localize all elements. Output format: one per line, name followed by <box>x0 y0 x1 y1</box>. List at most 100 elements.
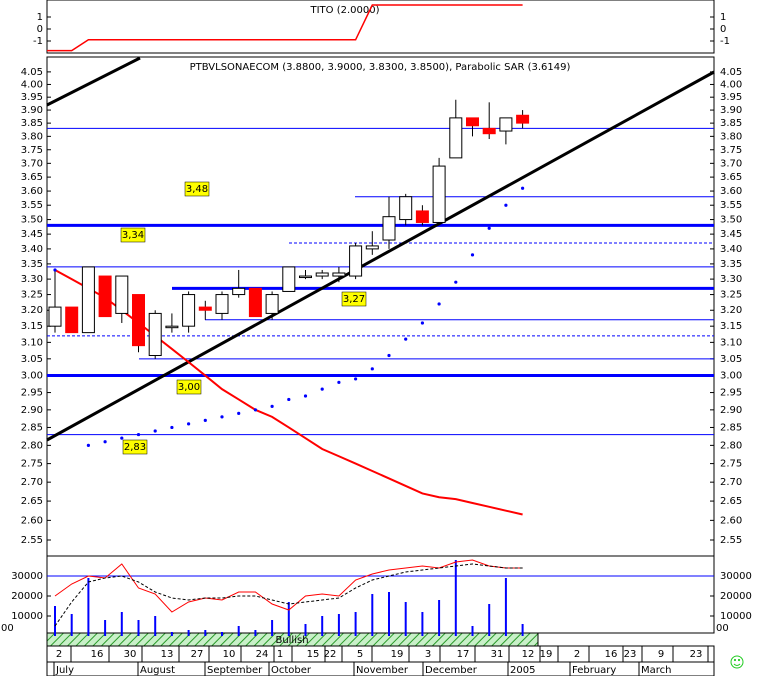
tito-panel <box>46 0 715 54</box>
y-tick-label: 0 <box>720 24 726 35</box>
y-tick-label: 3.55 <box>720 200 742 211</box>
y-tick-label: 20000 <box>720 591 752 602</box>
annotation-box <box>122 439 148 455</box>
tito-title: TITO (2.0000) <box>309 5 379 16</box>
volume-panel <box>46 555 715 634</box>
month-label: September <box>207 665 263 676</box>
y-tick-label: 3.50 <box>21 215 43 226</box>
candle-body <box>148 312 162 357</box>
signal-label: Bullish <box>275 635 308 646</box>
month-label: October <box>271 665 312 676</box>
date-label: 16 <box>91 649 104 660</box>
candle-body <box>198 306 212 311</box>
sar-dot <box>337 380 341 384</box>
y-tick-label: 2.65 <box>720 496 742 507</box>
y-tick-label: 3.30 <box>21 274 43 285</box>
sar-dot <box>253 408 257 412</box>
candle-body <box>399 196 413 221</box>
sar-dot <box>487 226 491 230</box>
price-title: PTBVLSONAECOM (3.8800, 3.9000, 3.8300, 3… <box>190 62 571 73</box>
y-tick-label: 3.50 <box>720 215 742 226</box>
sar-dot <box>237 411 241 415</box>
sar-dot <box>387 353 391 358</box>
candle-body <box>365 245 379 250</box>
y-tick-label: 2.60 <box>720 515 742 526</box>
candle-body <box>482 127 496 135</box>
candle-body <box>165 325 179 329</box>
candle-body <box>265 294 279 314</box>
sar-dot <box>454 280 458 284</box>
y-tick-label: 3.80 <box>21 131 43 142</box>
candle-body <box>182 294 196 327</box>
sar-dot <box>437 302 441 306</box>
y-tick-label: 2.90 <box>720 405 742 416</box>
month-label: December <box>425 665 478 676</box>
y-tick-label: 3.75 <box>21 145 43 156</box>
candle-body <box>415 210 429 223</box>
sar-dot <box>270 404 274 408</box>
candle-body <box>299 275 312 279</box>
trend-line <box>46 56 141 107</box>
date-label: 30 <box>124 649 137 660</box>
candle-body <box>449 117 463 159</box>
annotation: 3,00 <box>178 382 200 393</box>
sar-dot <box>187 422 191 426</box>
y-tick-label: 30000 <box>720 571 752 582</box>
y-tick-label: 3.05 <box>720 354 742 365</box>
candle-body <box>466 117 479 127</box>
candle-body <box>349 245 363 277</box>
y-tick-label: 3.45 <box>21 229 43 240</box>
date-label: 12 <box>522 649 535 660</box>
date-label: 2 <box>574 649 580 660</box>
date-label: 23 <box>690 649 703 660</box>
tito-line <box>47 4 523 52</box>
date-label: 5 <box>357 649 363 660</box>
date-label: 16 <box>605 649 618 660</box>
sar-dot <box>504 203 508 207</box>
y-tick-label: 3.20 <box>21 305 43 316</box>
sar-dot <box>420 321 424 325</box>
y-tick-label: 2.85 <box>21 422 43 433</box>
annotation-box <box>341 291 367 307</box>
date-label: 23 <box>624 649 637 660</box>
y-tick-label: 3.25 <box>720 290 742 301</box>
candle-body <box>115 275 129 314</box>
y-tick-label: -1 <box>720 36 730 47</box>
y-tick-label: 3.10 <box>720 337 742 348</box>
y-tick-label: 3.65 <box>720 172 742 183</box>
candle-body <box>432 165 446 223</box>
y-tick-label: 10000 <box>11 611 43 622</box>
sar-dot <box>320 387 324 391</box>
annotation: 2,83 <box>124 442 146 453</box>
y-tick-label: 2.95 <box>720 388 742 399</box>
y-tick-label: 3.90 <box>720 105 742 116</box>
annotation-box <box>120 227 146 243</box>
date-label: 15 <box>307 649 320 660</box>
y-tick-label: 2.95 <box>21 388 43 399</box>
y-tick-label: 2.70 <box>21 477 43 488</box>
date-label: 13 <box>161 649 174 660</box>
sar-dot <box>153 429 157 433</box>
y-tick-label: 3.40 <box>720 244 742 255</box>
month-label: 2005 <box>510 665 535 676</box>
annotation: 3,34 <box>122 230 144 241</box>
y-tick-label: 10000 <box>720 611 752 622</box>
y-tick-label: 3.35 <box>21 259 43 270</box>
y-tick-label: 3.40 <box>21 244 43 255</box>
y-tick-label: 3.60 <box>21 186 43 197</box>
candle-body <box>81 266 95 334</box>
date-label: 24 <box>256 649 269 660</box>
y-tick-label: 0 <box>37 24 43 35</box>
y-tick-label: 2.65 <box>21 496 43 507</box>
date-axis <box>46 645 715 676</box>
candle-body <box>382 216 396 241</box>
sar-dot <box>303 394 308 398</box>
sar-dot <box>170 425 174 430</box>
sar-dot <box>220 415 224 419</box>
y-tick-label: 3.00 <box>21 371 43 382</box>
y-tick-label: 20000 <box>11 591 43 602</box>
candle-body <box>215 294 229 314</box>
y-tick-label: -1 <box>33 36 43 47</box>
y-tick-label: 3.95 <box>720 92 742 103</box>
